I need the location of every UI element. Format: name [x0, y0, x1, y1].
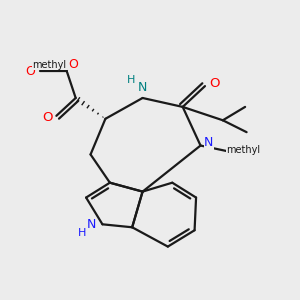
Text: N: N	[86, 218, 96, 231]
Text: O: O	[26, 65, 35, 78]
Text: O: O	[209, 76, 220, 90]
Text: methyl: methyl	[226, 145, 261, 155]
Text: H: H	[127, 75, 135, 85]
Text: O: O	[42, 111, 53, 124]
Text: N: N	[138, 81, 147, 94]
Text: N: N	[204, 136, 214, 149]
Text: O: O	[68, 58, 78, 71]
Text: methyl: methyl	[32, 60, 67, 70]
Text: H: H	[77, 228, 86, 238]
